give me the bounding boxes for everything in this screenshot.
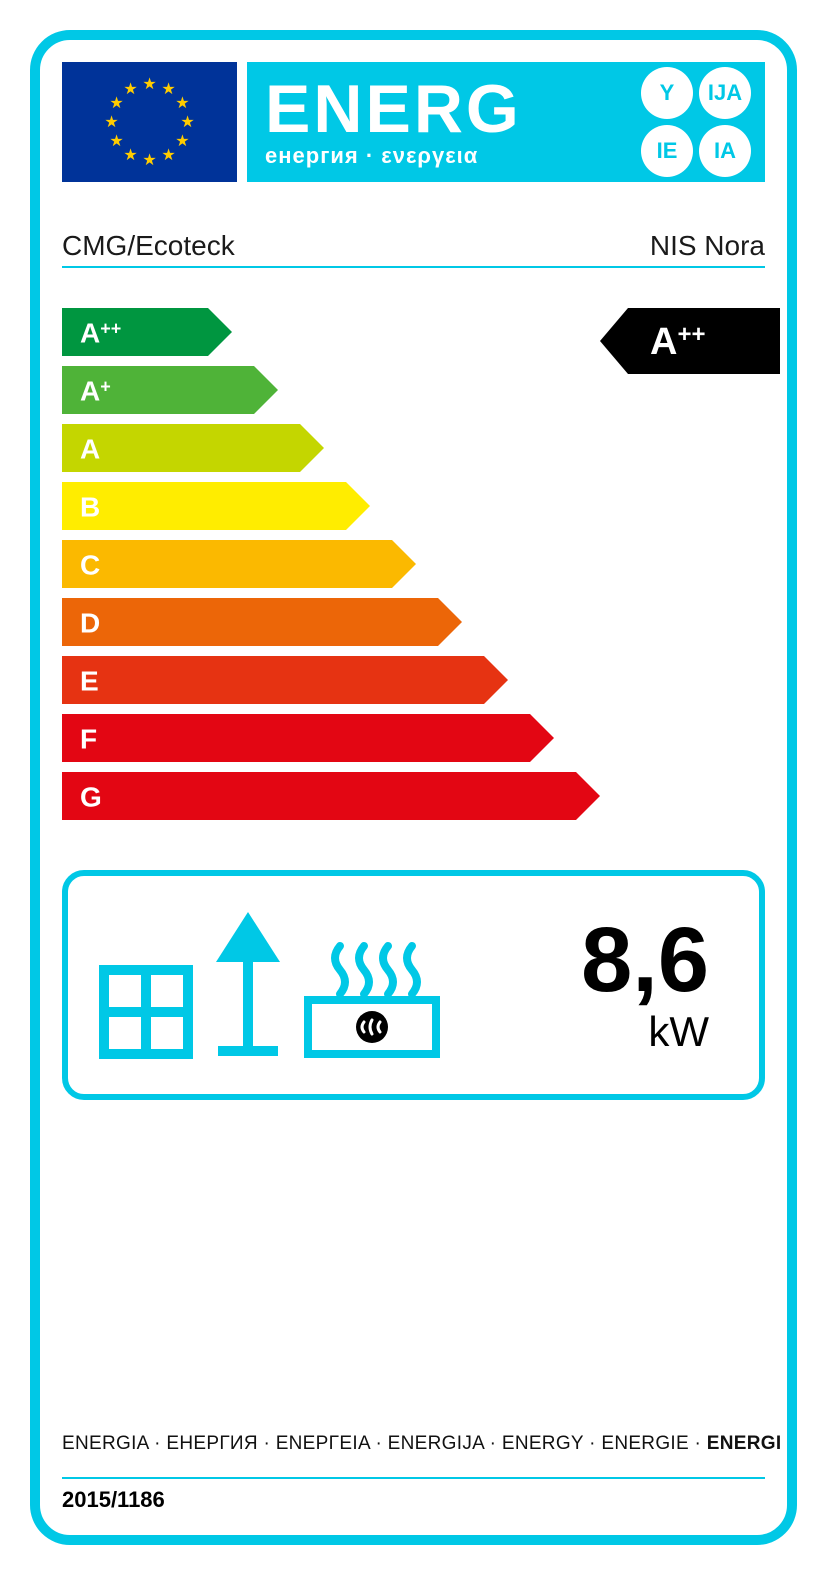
footer-lang-word: ENERGY (502, 1433, 584, 1454)
power-value: 8,6 kW (466, 914, 729, 1056)
rating-class-arrow: F (62, 714, 600, 762)
model-name: NIS Nora (650, 230, 765, 262)
rating-class-arrow: B (62, 482, 600, 530)
footer-lang-word: ENERGIA (62, 1433, 149, 1454)
energ-subtitle: енергия · ενεργεια (265, 143, 641, 169)
supplier-name: CMG/Ecoteck (62, 230, 235, 262)
eu-star-icon: ★ (175, 93, 189, 113)
supplier-model-row: CMG/Ecoteck NIS Nora (62, 230, 765, 268)
svg-text:G: G (80, 782, 102, 813)
rating-class-arrow: G (62, 772, 600, 820)
svg-text:B: B (80, 492, 100, 523)
eu-star-icon: ★ (161, 145, 175, 165)
eu-star-icon: ★ (109, 93, 123, 113)
energ-title: ENERG (265, 75, 641, 143)
rating-classes-stack: A++ A+ ABCDEFG (62, 308, 600, 820)
footer-lang-word: ENERGIE (601, 1433, 689, 1454)
svg-text:E: E (80, 666, 99, 697)
eu-star-icon: ★ (123, 79, 137, 99)
heating-icon-group (98, 910, 442, 1060)
rating-class-arrow: A (62, 424, 600, 472)
energ-suffix-grid: YIJAIEIA (641, 67, 751, 177)
rating-class-arrow: A+ (62, 366, 600, 414)
regulation-number: 2015/1186 (62, 1477, 765, 1513)
energ-title-block: ENERG енергия · ενεργεια (265, 75, 641, 169)
eu-star-icon: ★ (161, 79, 175, 99)
lamp-icon (208, 910, 288, 1060)
energ-suffix-badge: IE (641, 125, 693, 177)
energ-suffix-badge: IJA (699, 67, 751, 119)
heater-icon (302, 940, 442, 1060)
eu-star-icon: ★ (180, 112, 194, 132)
eu-star-icon: ★ (175, 131, 189, 151)
svg-text:F: F (80, 724, 97, 755)
energy-label-frame: ★★★★★★★★★★★★ ENERG енергия · ενεργεια YI… (30, 30, 797, 1545)
rating-class-arrow: D (62, 598, 600, 646)
energ-banner: ENERG енергия · ενεργεια YIJAIEIA (247, 62, 765, 182)
power-unit: kW (466, 1008, 709, 1056)
footer-lang-word: ENERGIJA (388, 1433, 484, 1454)
rating-class-arrow: C (62, 540, 600, 588)
footer-languages: ENERGIA · ЕНЕРГИЯ · ΕΝΕΡΓΕΙΑ · ENERGIJA … (62, 1433, 765, 1477)
svg-text:A: A (80, 434, 100, 465)
footer-lang-word: ENERGI (707, 1433, 782, 1454)
rating-class-arrow: E (62, 656, 600, 704)
energ-suffix-badge: IA (699, 125, 751, 177)
eu-star-icon: ★ (142, 150, 156, 170)
footer-lang-word: ΕΝΕΡΓΕΙΑ (276, 1433, 370, 1454)
power-box: 8,6 kW (62, 870, 765, 1100)
svg-text:D: D (80, 608, 100, 639)
rating-class-arrow: A++ (62, 308, 600, 356)
eu-star-icon: ★ (109, 131, 123, 151)
power-number: 8,6 (466, 914, 709, 1006)
eu-star-icon: ★ (142, 74, 156, 94)
footer: ENERGIA · ЕНЕРГИЯ · ΕΝΕΡΓΕΙΑ · ENERGIJA … (62, 1433, 765, 1513)
rating-area: A++ A+ ABCDEFG A++ (62, 308, 765, 820)
footer-lang-word: ЕНЕРГИЯ (166, 1433, 258, 1454)
energ-suffix-badge: Y (641, 67, 693, 119)
header: ★★★★★★★★★★★★ ENERG енергия · ενεργεια YI… (62, 62, 765, 182)
eu-star-icon: ★ (123, 145, 137, 165)
eu-flag-icon: ★★★★★★★★★★★★ (62, 62, 237, 182)
assigned-rating-badge: A++ (600, 308, 780, 374)
window-icon (98, 964, 194, 1060)
svg-text:C: C (80, 550, 100, 581)
eu-star-icon: ★ (104, 112, 118, 132)
